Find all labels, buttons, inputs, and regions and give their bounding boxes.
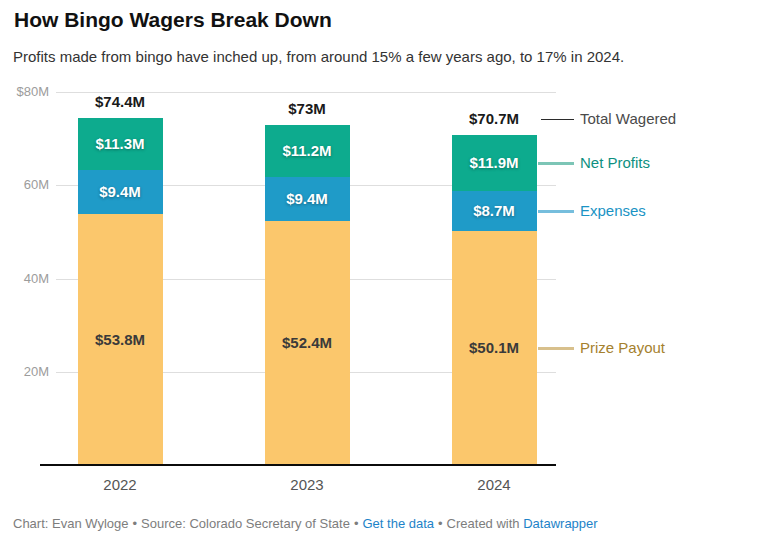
- bar-total-label: $73M: [257, 101, 357, 117]
- bar-value-label-net-profits: $11.2M: [265, 142, 350, 160]
- y-axis-tick-label: 20M: [0, 364, 49, 380]
- bar-value-label-net-profits: $11.9M: [452, 154, 537, 172]
- bar-total-label: $74.4M: [70, 94, 170, 110]
- legend-connector-line: [538, 347, 575, 350]
- bar-value-label-expenses: $9.4M: [78, 183, 163, 201]
- x-axis-label: 2024: [444, 477, 544, 493]
- chart-subtitle: Profits made from bingo have inched up, …: [13, 48, 624, 65]
- bar-value-label-expenses: $9.4M: [265, 190, 350, 208]
- x-axis-baseline: [40, 464, 556, 466]
- get-the-data-link[interactable]: Get the data: [362, 516, 434, 531]
- legend-connector-line: [538, 162, 575, 165]
- chart-title: How Bingo Wagers Break Down: [14, 8, 332, 32]
- legend-connector-line: [538, 210, 575, 213]
- y-axis-tick-label: 40M: [0, 271, 49, 287]
- bar-value-label-prize-payout: $53.8M: [78, 331, 163, 349]
- separator-dot: •: [354, 516, 359, 531]
- stacked-bar-chart: 20M 40M 60M $80M $53.8M $9.4M $11.3M $74.4M 2022…: [0, 85, 779, 500]
- bar-total-label: $70.7M: [444, 111, 544, 127]
- datawrapper-link[interactable]: Datawrapper: [523, 516, 597, 531]
- legend-label-prize-payout: Prize Payout: [580, 339, 665, 357]
- source-credit: Source: Colorado Secretary of State: [141, 516, 350, 531]
- legend-connector-line: [541, 119, 575, 121]
- legend-label-net-profits: Net Profits: [580, 154, 650, 172]
- chart-footer: Chart: Evan Wyloge•Source: Colorado Secr…: [13, 516, 598, 531]
- chart-credit: Chart: Evan Wyloge: [13, 516, 129, 531]
- legend-label-total-wagered: Total Wagered: [580, 110, 676, 128]
- legend-label-expenses: Expenses: [580, 202, 646, 220]
- y-axis-tick-label: 60M: [0, 177, 49, 193]
- x-axis-label: 2023: [257, 477, 357, 493]
- y-axis-tick-label: $80M: [0, 84, 49, 100]
- bar-value-label-expenses: $8.7M: [452, 202, 537, 220]
- x-axis-label: 2022: [70, 477, 170, 493]
- bar-value-label-prize-payout: $52.4M: [265, 334, 350, 352]
- separator-dot: •: [438, 516, 443, 531]
- separator-dot: •: [133, 516, 138, 531]
- chart-card: How Bingo Wagers Break Down Profits made…: [0, 0, 779, 544]
- bar-value-label-prize-payout: $50.1M: [452, 339, 537, 357]
- bar-value-label-net-profits: $11.3M: [78, 135, 163, 153]
- created-with-label: Created with: [447, 516, 520, 531]
